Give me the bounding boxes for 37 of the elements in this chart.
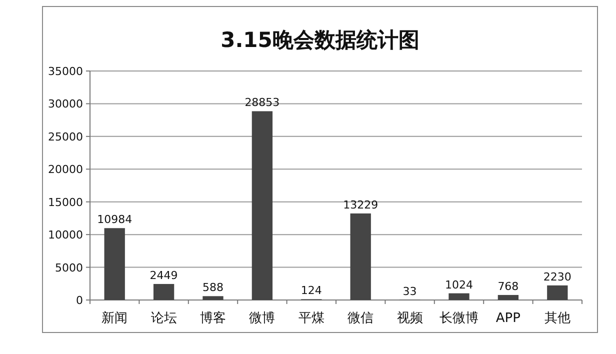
bar — [104, 228, 125, 300]
x-tick-label: 论坛 — [150, 311, 177, 326]
x-tick-label: 长微博 — [440, 311, 478, 326]
data-label: 10984 — [97, 213, 132, 226]
data-label: 588 — [202, 281, 224, 294]
y-tick-label: 5000 — [55, 261, 83, 274]
bar — [498, 294, 519, 300]
data-label: 124 — [300, 284, 322, 298]
x-tick-label: 微博 — [249, 311, 276, 326]
y-tick-label: 35000 — [48, 65, 83, 78]
bar — [202, 296, 224, 300]
x-tick-label: 新闻 — [102, 311, 128, 326]
data-label: 2230 — [543, 270, 572, 284]
bar — [547, 285, 568, 300]
y-tick-label: 30000 — [48, 98, 83, 111]
data-label: 2449 — [150, 268, 178, 282]
x-tick-label: 平煤 — [298, 311, 324, 326]
y-tick-label: 0 — [76, 294, 83, 307]
bar — [350, 213, 371, 300]
data-label: 768 — [498, 280, 519, 293]
x-tick-label: 视频 — [396, 311, 423, 326]
chart-title: 3.15晚会数据统计图 — [220, 28, 420, 52]
y-tick-label: 15000 — [48, 196, 83, 209]
data-label: 1024 — [445, 278, 473, 292]
data-label: 28853 — [244, 96, 280, 110]
bar — [153, 284, 174, 300]
y-tick-label: 25000 — [48, 130, 83, 144]
bar — [252, 111, 273, 300]
y-tick-label: 10000 — [48, 228, 83, 242]
x-tick-label: 微信 — [348, 311, 374, 326]
x-tick-label: 其他 — [544, 311, 570, 326]
bar — [448, 293, 470, 300]
data-label: 33 — [402, 284, 417, 298]
y-tick-label: 20000 — [48, 163, 83, 176]
x-tick-label: APP — [496, 311, 521, 326]
data-label: 13229 — [343, 198, 378, 212]
x-tick-label: 博客 — [200, 310, 226, 326]
